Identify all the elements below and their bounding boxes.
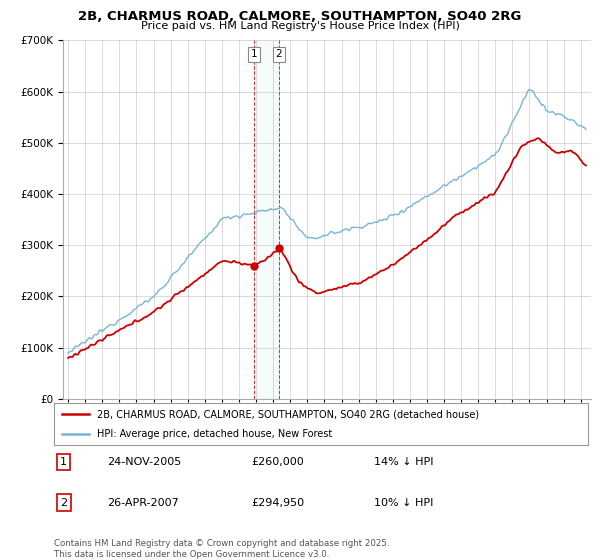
Bar	[254, 40, 279, 399]
Text: 10% ↓ HPI: 10% ↓ HPI	[374, 498, 434, 507]
Text: £260,000: £260,000	[251, 457, 304, 467]
Text: Price paid vs. HM Land Registry's House Price Index (HPI): Price paid vs. HM Land Registry's House …	[140, 21, 460, 31]
Text: 14% ↓ HPI: 14% ↓ HPI	[374, 457, 434, 467]
Text: HPI: Average price, detached house, New Forest: HPI: Average price, detached house, New …	[97, 430, 332, 439]
Text: 26-APR-2007: 26-APR-2007	[107, 498, 179, 507]
Text: 24-NOV-2005: 24-NOV-2005	[107, 457, 182, 467]
Text: Contains HM Land Registry data © Crown copyright and database right 2025.
This d: Contains HM Land Registry data © Crown c…	[54, 539, 389, 559]
Text: 2: 2	[275, 49, 282, 59]
Text: 1: 1	[251, 49, 257, 59]
Text: 2: 2	[60, 498, 67, 507]
Text: £294,950: £294,950	[251, 498, 305, 507]
Text: 2B, CHARMUS ROAD, CALMORE, SOUTHAMPTON, SO40 2RG (detached house): 2B, CHARMUS ROAD, CALMORE, SOUTHAMPTON, …	[97, 409, 479, 419]
Text: 1: 1	[60, 457, 67, 467]
Text: 2B, CHARMUS ROAD, CALMORE, SOUTHAMPTON, SO40 2RG: 2B, CHARMUS ROAD, CALMORE, SOUTHAMPTON, …	[79, 10, 521, 22]
